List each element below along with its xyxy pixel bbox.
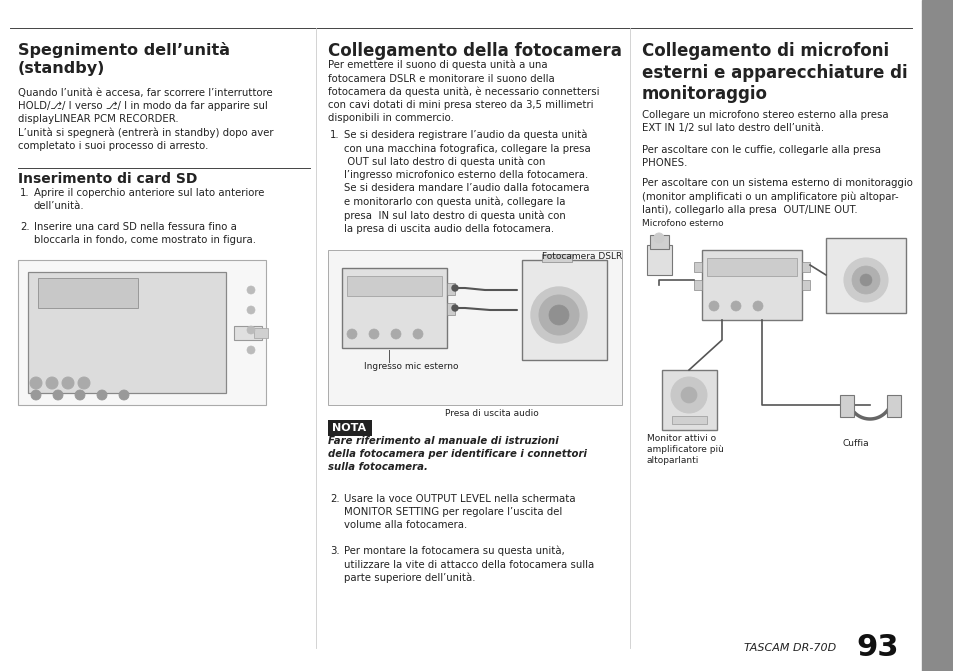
Bar <box>886 395 900 417</box>
Bar <box>347 276 441 296</box>
Circle shape <box>680 387 697 403</box>
Circle shape <box>851 266 879 294</box>
Circle shape <box>119 390 129 400</box>
Bar <box>521 260 606 360</box>
Text: Per ascoltare con un sistema esterno di monitoraggio
(monitor amplificati o un a: Per ascoltare con un sistema esterno di … <box>641 178 912 215</box>
Bar <box>671 416 706 424</box>
Bar <box>341 268 447 348</box>
Circle shape <box>531 287 586 343</box>
Bar <box>328 250 621 405</box>
Circle shape <box>859 274 871 286</box>
Bar <box>38 278 138 308</box>
Text: Collegamento della fotocamera: Collegamento della fotocamera <box>328 42 621 60</box>
Text: Fare riferimento al manuale di istruzioni
della fotocamera per identificare i co: Fare riferimento al manuale di istruzion… <box>328 436 586 472</box>
Text: Se si desidera registrare l’audio da questa unità
con una macchina fotografica, : Se si desidera registrare l’audio da que… <box>344 130 590 234</box>
Circle shape <box>62 377 74 389</box>
Circle shape <box>369 329 378 339</box>
Text: Fotocamera DSLR: Fotocamera DSLR <box>541 252 621 261</box>
Text: Presa di uscita audio: Presa di uscita audio <box>444 409 538 418</box>
Bar <box>661 370 717 430</box>
Text: Cuffia: Cuffia <box>842 439 869 448</box>
Text: NOTA: NOTA <box>332 423 366 433</box>
Bar <box>28 272 226 393</box>
Text: Spegnimento dell’unità
(standby): Spegnimento dell’unità (standby) <box>18 42 230 76</box>
Bar <box>701 250 801 320</box>
Circle shape <box>752 301 762 311</box>
Text: Per montare la fotocamera su questa unità,
utilizzare la vite di attacco della f: Per montare la fotocamera su questa unit… <box>344 546 594 583</box>
Circle shape <box>97 390 107 400</box>
Bar <box>253 328 268 338</box>
Text: Usare la voce OUTPUT LEVEL nella schermata
MONITOR SETTING per regolare l’uscita: Usare la voce OUTPUT LEVEL nella scherma… <box>344 494 575 530</box>
Text: 3.: 3. <box>330 546 339 556</box>
Circle shape <box>538 295 578 335</box>
Bar <box>706 258 796 276</box>
Circle shape <box>670 377 706 413</box>
Circle shape <box>413 329 422 339</box>
Circle shape <box>46 377 58 389</box>
Circle shape <box>347 329 356 339</box>
Text: 2.: 2. <box>20 222 30 232</box>
Text: 2.: 2. <box>330 494 339 504</box>
Circle shape <box>654 233 663 243</box>
Bar <box>693 280 701 290</box>
Text: Aprire il coperchio anteriore sul lato anteriore
dell’unità.: Aprire il coperchio anteriore sul lato a… <box>34 188 264 211</box>
Text: 1.: 1. <box>20 188 30 198</box>
Bar <box>801 280 809 290</box>
Circle shape <box>75 390 85 400</box>
Bar <box>447 283 455 295</box>
Circle shape <box>247 306 254 314</box>
Bar <box>693 262 701 272</box>
Text: Per emettere il suono di questa unità a una
fotocamera DSLR e monitorare il suon: Per emettere il suono di questa unità a … <box>328 60 598 123</box>
Text: Ingresso mic esterno: Ingresso mic esterno <box>364 362 458 371</box>
Text: Quando l’unità è accesa, far scorrere l’interruttore
HOLD/⎇/ I verso ⎇/ I in mod: Quando l’unità è accesa, far scorrere l’… <box>18 88 274 151</box>
Bar <box>840 395 853 417</box>
Bar <box>921 0 953 671</box>
Bar <box>18 260 266 405</box>
Circle shape <box>247 346 254 354</box>
Circle shape <box>452 285 457 291</box>
Text: TASCAM DR-70D: TASCAM DR-70D <box>743 643 835 653</box>
Circle shape <box>53 390 63 400</box>
Text: Inserimento di card SD: Inserimento di card SD <box>18 172 197 186</box>
Circle shape <box>391 329 400 339</box>
Bar <box>801 262 809 272</box>
Text: Microfono esterno: Microfono esterno <box>641 219 723 228</box>
Bar <box>328 420 372 436</box>
Bar <box>825 238 905 313</box>
Text: 1.: 1. <box>330 130 339 140</box>
Circle shape <box>548 305 568 325</box>
Circle shape <box>30 390 41 400</box>
Bar <box>447 303 455 315</box>
Circle shape <box>247 326 254 334</box>
Circle shape <box>247 286 254 294</box>
Text: Monitor attivi o
amplificatore più
altoparlanti: Monitor attivi o amplificatore più altop… <box>646 434 723 465</box>
Bar <box>649 235 668 249</box>
Circle shape <box>452 305 457 311</box>
Text: 93: 93 <box>856 633 899 662</box>
Bar <box>646 245 671 275</box>
Bar <box>233 326 262 340</box>
Text: Collegare un microfono stereo esterno alla presa
EXT IN 1/2 sul lato destro dell: Collegare un microfono stereo esterno al… <box>641 110 887 133</box>
Text: Per ascoltare con le cuffie, collegarle alla presa
PHONES.: Per ascoltare con le cuffie, collegarle … <box>641 145 880 168</box>
Circle shape <box>843 258 887 302</box>
Circle shape <box>78 377 90 389</box>
Text: Inserire una card SD nella fessura fino a
bloccarla in fondo, come mostrato in f: Inserire una card SD nella fessura fino … <box>34 222 255 245</box>
Bar <box>541 254 572 262</box>
Circle shape <box>708 301 719 311</box>
Text: Collegamento di microfoni
esterni e apparecchiature di
monitoraggio: Collegamento di microfoni esterni e appa… <box>641 42 906 103</box>
Circle shape <box>30 377 42 389</box>
Circle shape <box>730 301 740 311</box>
